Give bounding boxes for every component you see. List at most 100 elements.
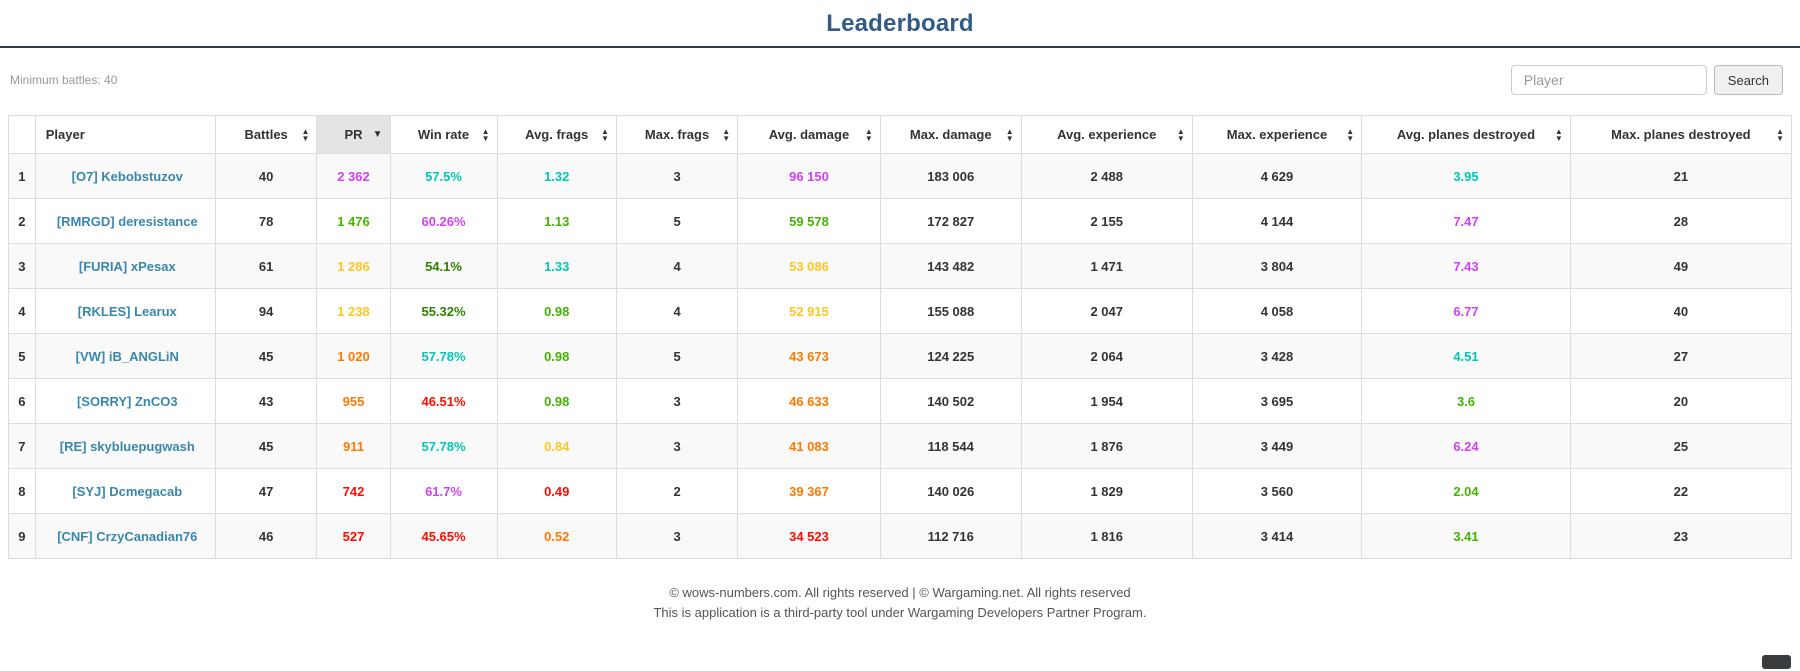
battles-cell: 40 <box>215 154 317 199</box>
sort-both-icon: ▲▼ <box>1177 128 1185 142</box>
avg-experience-cell: 1 816 <box>1021 514 1192 559</box>
table-row: 8[SYJ] Dcmegacab4774261.7%0.49239 367140… <box>9 469 1792 514</box>
avg-planes-cell: 6.24 <box>1362 424 1571 469</box>
avg-experience-cell: 2 064 <box>1021 334 1192 379</box>
column-header-avg_frags[interactable]: Avg. frags ▲▼ <box>497 116 616 154</box>
player-link[interactable]: [VW] iB_ANGLiN <box>76 349 179 364</box>
player-cell: [O7] Kebobstuzov <box>35 154 215 199</box>
column-label: Win rate <box>418 127 469 142</box>
player-search-input[interactable] <box>1511 65 1707 95</box>
pr-cell: 955 <box>317 379 390 424</box>
player-link[interactable]: [O7] Kebobstuzov <box>72 169 183 184</box>
rank-cell: 3 <box>9 244 36 289</box>
max-damage-cell: 143 482 <box>880 244 1021 289</box>
column-header-max_experience[interactable]: Max. experience ▲▼ <box>1192 116 1361 154</box>
sort-both-icon: ▲▼ <box>1006 128 1014 142</box>
max-experience-cell: 3 414 <box>1192 514 1361 559</box>
max-damage-cell: 124 225 <box>880 334 1021 379</box>
column-header-win_rate[interactable]: Win rate▲▼ <box>390 116 497 154</box>
sort-both-icon: ▲▼ <box>1346 128 1354 142</box>
sort-both-icon: ▲▼ <box>601 128 609 142</box>
column-header-battles[interactable]: Battles▲▼ <box>215 116 317 154</box>
avg-frags-cell: 0.98 <box>497 334 616 379</box>
partner-program-line: This is application is a third-party too… <box>0 603 1800 623</box>
player-link[interactable]: [CNF] CrzyCanadian76 <box>57 529 197 544</box>
footer: © wows-numbers.com. All rights reserved … <box>0 583 1800 623</box>
avg-damage-cell: 59 578 <box>738 199 881 244</box>
player-cell: [SORRY] ZnCO3 <box>35 379 215 424</box>
win-rate-cell: 60.26% <box>390 199 497 244</box>
win-rate-cell: 54.1% <box>390 244 497 289</box>
avg-experience-cell: 1 954 <box>1021 379 1192 424</box>
table-row: 2[RMRGD] deresistance781 47660.26%1.1355… <box>9 199 1792 244</box>
max-frags-cell: 3 <box>616 379 737 424</box>
column-label: Player <box>46 127 85 142</box>
player-link[interactable]: [SYJ] Dcmegacab <box>72 484 182 499</box>
sort-descending-icon: ▼ <box>373 130 383 140</box>
player-link[interactable]: [RMRGD] deresistance <box>57 214 198 229</box>
column-header-player: Player <box>35 116 215 154</box>
win-rate-cell: 57.78% <box>390 334 497 379</box>
max-experience-cell: 4 144 <box>1192 199 1361 244</box>
avg-experience-cell: 1 876 <box>1021 424 1192 469</box>
max-frags-cell: 5 <box>616 334 737 379</box>
max-damage-cell: 112 716 <box>880 514 1021 559</box>
table-row: 6[SORRY] ZnCO34395546.51%0.98346 633140 … <box>9 379 1792 424</box>
battles-cell: 94 <box>215 289 317 334</box>
avg-planes-cell: 7.43 <box>1362 244 1571 289</box>
rank-cell: 1 <box>9 154 36 199</box>
avg-experience-cell: 2 047 <box>1021 289 1192 334</box>
max-planes-cell: 21 <box>1570 154 1791 199</box>
player-link[interactable]: [FURIA] xPesax <box>79 259 176 274</box>
column-header-avg_damage[interactable]: Avg. damage ▲▼ <box>738 116 881 154</box>
bottom-right-widget[interactable] <box>1762 655 1791 669</box>
search-button[interactable]: Search <box>1714 65 1783 95</box>
column-header-max_damage[interactable]: Max. damage▲▼ <box>880 116 1021 154</box>
avg-frags-cell: 0.49 <box>497 469 616 514</box>
max-experience-cell: 4 058 <box>1192 289 1361 334</box>
avg-planes-cell: 7.47 <box>1362 199 1571 244</box>
leaderboard-table: PlayerBattles▲▼PR▼Win rate▲▼Avg. frags▲▼… <box>8 115 1792 559</box>
column-header-avg_experience[interactable]: Avg. experience▲▼ <box>1021 116 1192 154</box>
column-label: PR <box>344 127 362 142</box>
max-experience-cell: 3 804 <box>1192 244 1361 289</box>
column-header-max_frags[interactable]: Max. frags▲▼ <box>616 116 737 154</box>
battles-cell: 78 <box>215 199 317 244</box>
column-header-max_planes[interactable]: Max. planes destroyed▲▼ <box>1570 116 1791 154</box>
sort-both-icon: ▲▼ <box>865 128 873 142</box>
max-experience-cell: 3 560 <box>1192 469 1361 514</box>
column-label: Avg. frags <box>525 127 588 142</box>
max-planes-cell: 25 <box>1570 424 1791 469</box>
column-header-rank <box>9 116 36 154</box>
max-experience-cell: 3 428 <box>1192 334 1361 379</box>
max-planes-cell: 22 <box>1570 469 1791 514</box>
max-experience-cell: 4 629 <box>1192 154 1361 199</box>
pr-cell: 742 <box>317 469 390 514</box>
column-label: Max. frags <box>645 127 709 142</box>
pr-cell: 527 <box>317 514 390 559</box>
column-header-pr[interactable]: PR ▼ <box>317 116 390 154</box>
max-damage-cell: 140 026 <box>880 469 1021 514</box>
rank-cell: 4 <box>9 289 36 334</box>
column-label: Max. experience <box>1227 127 1327 142</box>
player-link[interactable]: [SORRY] ZnCO3 <box>77 394 178 409</box>
max-experience-cell: 3 449 <box>1192 424 1361 469</box>
table-row: 9[CNF] CrzyCanadian764652745.65%0.52334 … <box>9 514 1792 559</box>
player-link[interactable]: [RKLES] Learux <box>78 304 177 319</box>
max-frags-cell: 2 <box>616 469 737 514</box>
column-label: Avg. damage <box>769 127 849 142</box>
pr-cell: 1 476 <box>317 199 390 244</box>
table-header: PlayerBattles▲▼PR▼Win rate▲▼Avg. frags▲▼… <box>9 116 1792 154</box>
player-link[interactable]: [RE] skybluepugwash <box>60 439 195 454</box>
pr-cell: 1 020 <box>317 334 390 379</box>
avg-frags-cell: 1.13 <box>497 199 616 244</box>
rank-cell: 6 <box>9 379 36 424</box>
column-header-avg_planes[interactable]: Avg. planes destroyed▲▼ <box>1362 116 1571 154</box>
max-planes-cell: 28 <box>1570 199 1791 244</box>
sort-both-icon: ▲▼ <box>1555 128 1563 142</box>
column-label: Max. planes destroyed <box>1611 127 1750 142</box>
max-damage-cell: 140 502 <box>880 379 1021 424</box>
avg-planes-cell: 6.77 <box>1362 289 1571 334</box>
max-frags-cell: 4 <box>616 244 737 289</box>
table-body: 1[O7] Kebobstuzov402 36257.5%1.32396 150… <box>9 154 1792 559</box>
